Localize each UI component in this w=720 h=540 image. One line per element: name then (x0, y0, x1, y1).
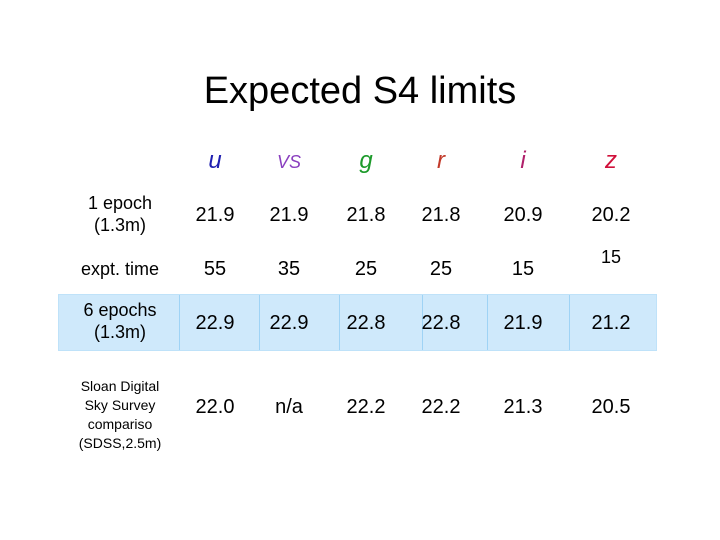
row-label-line: (1.3m) (93, 322, 146, 342)
cell-expt-g: 25 (354, 258, 378, 280)
row-label-line: Sloan Digital (80, 378, 160, 394)
row-label-line: (1.3m) (93, 215, 146, 235)
row-label-1-epoch: 1 epoch (1.3m) (62, 192, 178, 236)
highlight-row-band (58, 294, 657, 351)
column-header-u: u (208, 147, 222, 174)
cell-6epochs-i: 21.9 (503, 312, 543, 334)
cell-sdss-r: 22.2 (421, 396, 461, 418)
row-label-line: compariso (87, 416, 153, 432)
cell-expt-r: 25 (429, 258, 453, 280)
cell-sdss-vs: n/a (275, 396, 303, 418)
cell-1epoch-u: 21.9 (195, 204, 235, 226)
column-header-g: g (359, 147, 373, 174)
cell-6epochs-u: 22.9 (195, 312, 235, 334)
cell-expt-z: 15 (600, 247, 622, 267)
slide-title: Expected S4 limits (203, 70, 517, 112)
row-label-line: expt. time (80, 259, 160, 279)
row-label-expt-time: expt. time (62, 258, 178, 280)
cell-sdss-g: 22.2 (346, 396, 386, 418)
cell-1epoch-vs: 21.9 (269, 204, 309, 226)
row-label-6-epochs: 6 epochs (1.3m) (62, 299, 178, 343)
column-header-z: z (605, 147, 617, 174)
cell-1epoch-g: 21.8 (346, 204, 386, 226)
cell-1epoch-i: 20.9 (503, 204, 543, 226)
cell-expt-vs: 35 (277, 258, 301, 280)
column-header-vs: VS (276, 152, 301, 172)
row-label-line: 6 epochs (83, 300, 157, 320)
cell-6epochs-r: 22.8 (421, 312, 461, 334)
cell-sdss-z: 20.5 (591, 396, 631, 418)
cell-expt-i: 15 (511, 258, 535, 280)
row-label-line: 1 epoch (87, 193, 153, 213)
cell-sdss-i: 21.3 (503, 396, 543, 418)
cell-1epoch-r: 21.8 (421, 204, 461, 226)
column-header-r: r (437, 147, 445, 174)
row-label-line: (SDSS,2.5m) (78, 435, 162, 451)
cell-6epochs-g: 22.8 (346, 312, 386, 334)
cell-6epochs-vs: 22.9 (269, 312, 309, 334)
cell-1epoch-z: 20.2 (591, 204, 631, 226)
cell-6epochs-z: 21.2 (591, 312, 631, 334)
row-label-line: Sky Survey (84, 397, 156, 413)
column-header-i: i (520, 147, 526, 174)
cell-sdss-u: 22.0 (195, 396, 235, 418)
row-label-sdss: Sloan Digital Sky Survey compariso (SDSS… (62, 377, 178, 453)
cell-expt-u: 55 (203, 258, 227, 280)
